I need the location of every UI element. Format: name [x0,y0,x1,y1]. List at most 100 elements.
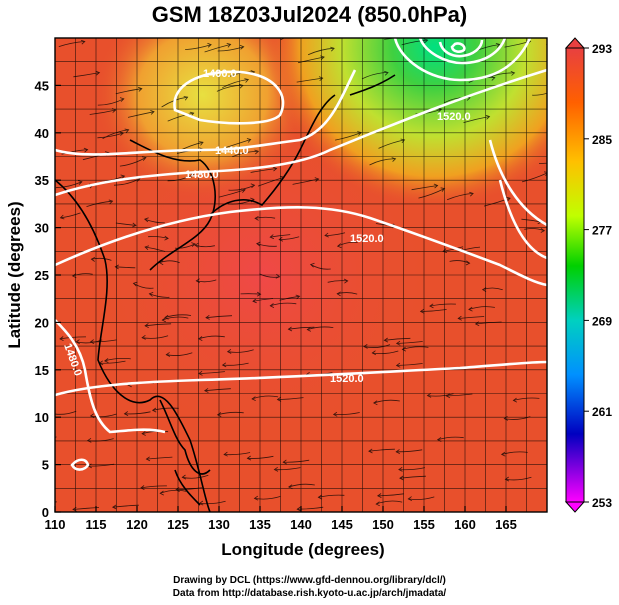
streamline-arrow [241,188,246,193]
streamline [337,241,358,247]
streamline-arrow [112,504,117,510]
lat-lon-grid [55,38,547,512]
contour-1480-west [55,319,166,434]
streamline-arrow [399,475,404,481]
streamline-arrow [251,396,256,402]
streamline-arrow [368,448,373,454]
streamline-arrow [161,317,166,323]
streamline [99,360,126,364]
streamline-arrow [254,149,260,155]
streamline-arrow [95,70,101,76]
streamline-arrow [343,278,349,284]
contour-1520-south [55,360,547,397]
streamline-arrow [391,157,397,162]
streamline [194,244,215,248]
streamline-arrow [252,298,257,304]
streamline-arrow [256,241,261,247]
streamline [307,47,335,56]
colorbar-label: 277 [592,224,612,238]
streamline-arrow [141,431,146,436]
streamline [279,236,300,241]
streamline [185,44,212,50]
streamline [97,98,124,106]
streamline-arrow [296,506,301,512]
streamline-arrow [561,158,565,162]
streamline-arrow [395,340,401,346]
streamline [532,92,547,96]
streamline [377,493,404,497]
streamline-arrow [114,264,119,270]
y-tick-label: 30 [35,221,49,236]
streamline-arrow [205,314,210,320]
streamline [274,467,301,471]
y-axis-label: Latitude (degrees) [5,201,24,348]
streamline [446,393,473,397]
streamline-arrow [89,339,95,345]
y-tick-label: 25 [35,268,49,283]
streamline-arrow [254,215,259,221]
x-tick-label: 145 [331,517,353,532]
streamline-arrow [336,291,341,297]
streamline [524,228,545,232]
streamline [363,344,391,348]
colorbar: 293 285 277 269 261 253 [564,37,612,513]
streamline [288,483,315,488]
map-title: GSM 18Z03Jul2024 (850.0hPa) [151,2,468,27]
streamline-arrow [223,451,228,457]
streamline [297,506,324,510]
streamline [324,232,346,236]
streamline [198,335,225,340]
streamline [89,109,116,115]
streamline [396,449,423,453]
streamline-arrow [145,456,151,462]
streamline-arrow [132,222,137,228]
y-axis-ticks: 0 5 10 15 20 25 30 35 40 45 [35,78,61,520]
streamline [368,448,395,452]
streamline [501,451,528,455]
streamline-arrow [71,273,77,279]
streamline [277,397,304,400]
streamline-arrow [314,177,320,182]
contour-east-trough [488,139,547,227]
streamline-arrow [137,86,143,92]
streamline-arrow [204,388,209,393]
streamline-arrow [407,496,413,502]
streamline-arrow [199,141,204,146]
streamline [224,452,251,456]
colorbar-scale [565,47,585,503]
streamline [217,411,244,416]
streamline-arrow [31,437,35,441]
streamline-arrow [540,228,546,233]
contour-1520 [55,206,547,287]
streamline-arrow [510,71,516,76]
streamline [292,178,319,185]
streamline-arrow [50,411,54,415]
y-tick-label: 10 [35,410,49,425]
streamline-arrow [194,242,199,248]
streamline [288,326,315,330]
streamline [458,316,485,319]
streamline-arrow [371,350,377,356]
streamline-arrow [468,306,473,312]
streamline [224,139,251,149]
streamline-arrow [512,397,518,403]
streamline [166,352,193,356]
streamline-arrow [151,407,157,413]
streamline-arrow [226,348,232,354]
streamline-arrow [324,232,329,238]
streamline-arrow [159,490,164,496]
streamline [429,303,456,307]
contour-label: 1520.0 [350,233,384,245]
streamline [372,350,399,355]
colorbar-label: 253 [592,496,612,510]
streamline [160,489,187,494]
streamline [217,46,244,52]
streamline [335,132,362,141]
streamline [219,189,246,198]
streamline [418,188,445,199]
streamline-arrow [216,412,222,417]
streamline [90,413,117,418]
streamline [411,185,438,191]
streamline [232,150,259,158]
